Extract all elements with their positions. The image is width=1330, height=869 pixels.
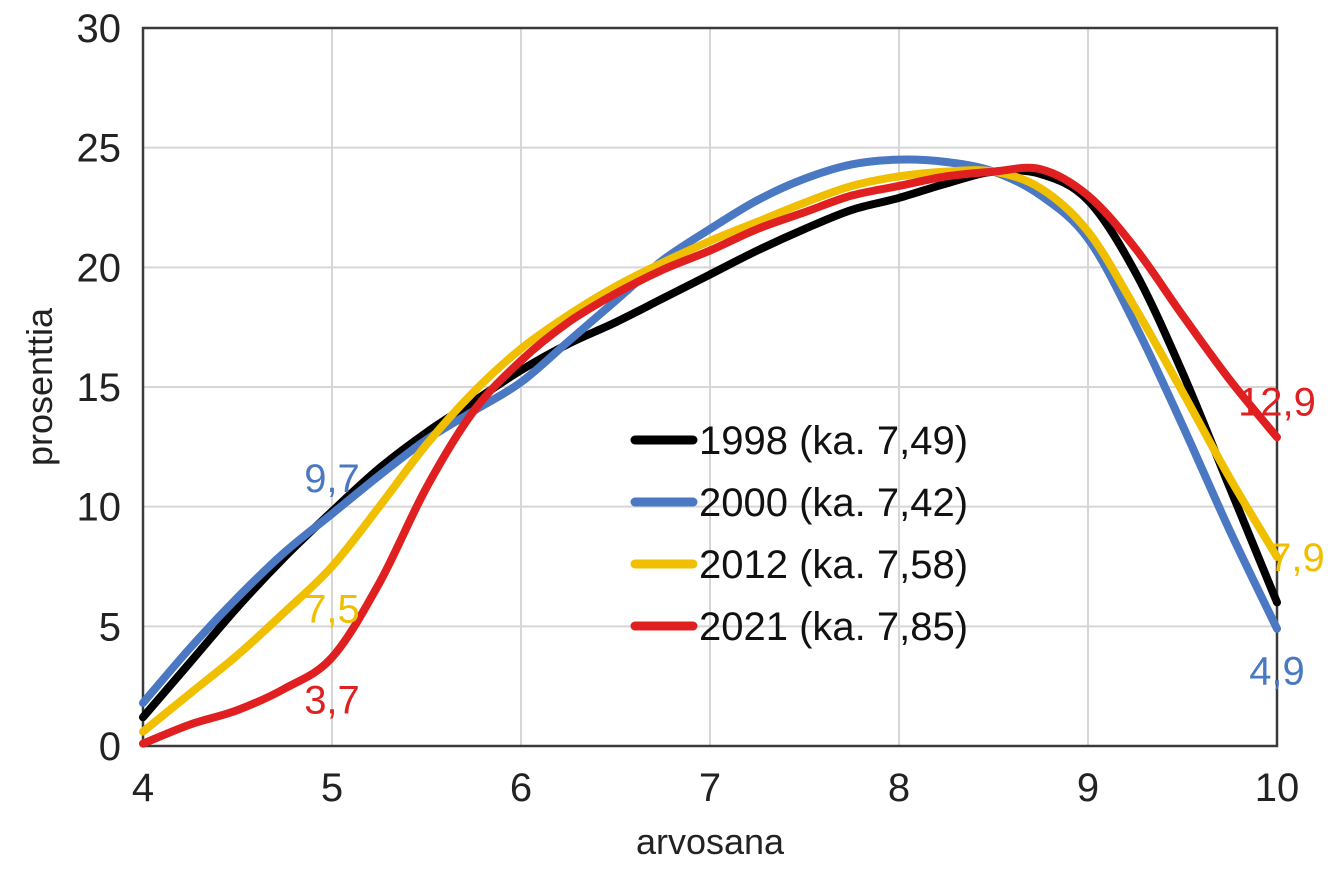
data-label-1-0: 9,7 (304, 457, 360, 501)
legend: 1998 (ka. 7,49) 2000 (ka. 7,42) 2012 (ka. … (630, 419, 968, 649)
legend-label-0: 1998 (ka. 7,49) (699, 419, 968, 463)
x-tick-label: 4 (132, 766, 154, 810)
y-tick-label: 15 (77, 366, 122, 410)
legend-label-3: 2021 (ka. 7,85) (699, 605, 968, 649)
x-tick-label: 8 (888, 766, 910, 810)
data-label-3-1: 12,9 (1238, 380, 1316, 424)
x-tick-label: 7 (699, 766, 721, 810)
y-tick-label: 25 (77, 127, 122, 171)
x-tick-label: 10 (1255, 766, 1300, 810)
x-tick-label: 6 (510, 766, 532, 810)
y-tick-label: 5 (99, 605, 121, 649)
series-line-2 (139, 166, 1281, 736)
y-tick-label: 10 (77, 486, 122, 530)
series-line-1 (139, 155, 1281, 707)
y-tick-label: 0 (99, 725, 121, 769)
x-tick-label: 9 (1077, 766, 1099, 810)
legend-label-1: 2000 (ka. 7,42) (699, 481, 968, 525)
y-axis-ticks: 0 5 10 15 20 25 30 (77, 7, 122, 769)
x-tick-label: 5 (321, 766, 343, 810)
series-line-3 (139, 163, 1281, 748)
x-axis-title: arvosana (636, 821, 785, 862)
y-tick-label: 20 (77, 246, 122, 290)
plot-area-frame (141, 26, 1279, 748)
data-label-2-1: 7,9 (1269, 536, 1325, 580)
series-lines (139, 155, 1281, 748)
data-label-3-0: 3,7 (304, 678, 360, 722)
data-label-2-0: 7,5 (304, 588, 360, 632)
data-label-1-1: 4,9 (1249, 650, 1305, 694)
x-axis-ticks: 4 5 6 7 8 9 10 (132, 766, 1299, 810)
legend-label-2: 2012 (ka. 7,58) (699, 543, 968, 587)
y-tick-label: 30 (77, 7, 122, 51)
y-axis-title: prosenttia (19, 307, 60, 466)
data-labels: 9,7 4,9 7,5 7,9 3,7 12,9 (304, 380, 1325, 722)
